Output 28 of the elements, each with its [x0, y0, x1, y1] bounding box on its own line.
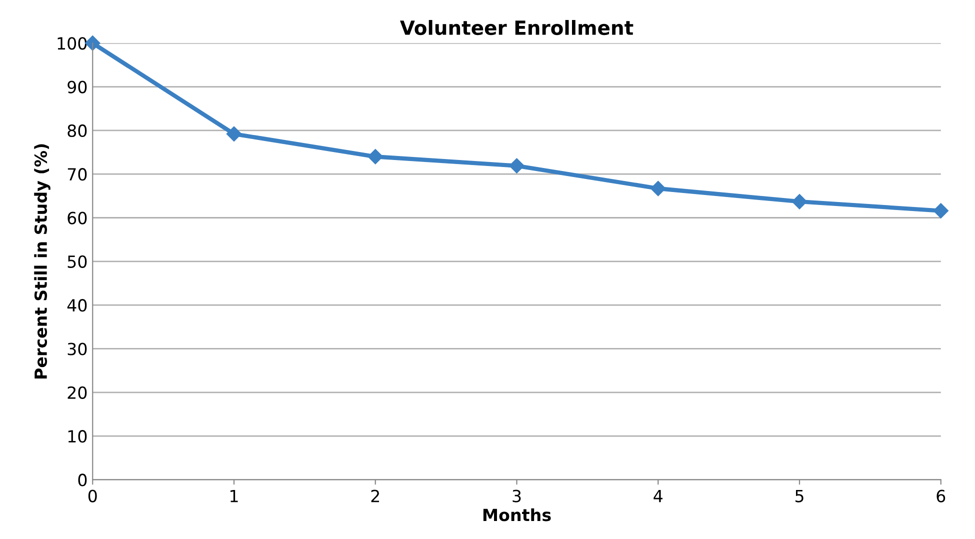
point	[226, 126, 242, 142]
y-tick-label: 0	[78, 474, 87, 486]
point	[650, 180, 666, 196]
y-tick-label: 20	[68, 386, 87, 399]
x-tick-label: 1	[230, 490, 238, 502]
x-tick-label: 0	[88, 490, 97, 502]
y-axis-title: Percent Still in Study (%)	[34, 144, 50, 378]
y-tick-label: 30	[68, 342, 87, 356]
point	[933, 203, 948, 218]
y-tick-label: 70	[68, 168, 87, 181]
point	[509, 158, 524, 174]
x-tick-label: 3	[512, 490, 521, 502]
point	[792, 194, 808, 210]
x-tick-label: 4	[654, 490, 662, 502]
x-axis-title: Months	[483, 508, 551, 522]
y-tick-label: 80	[68, 124, 87, 138]
point	[368, 149, 383, 164]
y-tick-label: 50	[68, 255, 87, 268]
y-tick-label: 60	[68, 212, 87, 224]
chart-title: Volunteer Enrollment	[400, 20, 634, 36]
y-tick-label: 40	[67, 299, 87, 312]
x-tick-label: 2	[371, 490, 380, 502]
y-tick-label: 90	[68, 80, 87, 94]
x-tick-label: 6	[936, 490, 946, 502]
point	[85, 36, 100, 51]
x-tick-label: 5	[795, 490, 804, 502]
y-tick-label: 100	[58, 37, 87, 50]
y-tick-label: 10	[68, 430, 87, 443]
